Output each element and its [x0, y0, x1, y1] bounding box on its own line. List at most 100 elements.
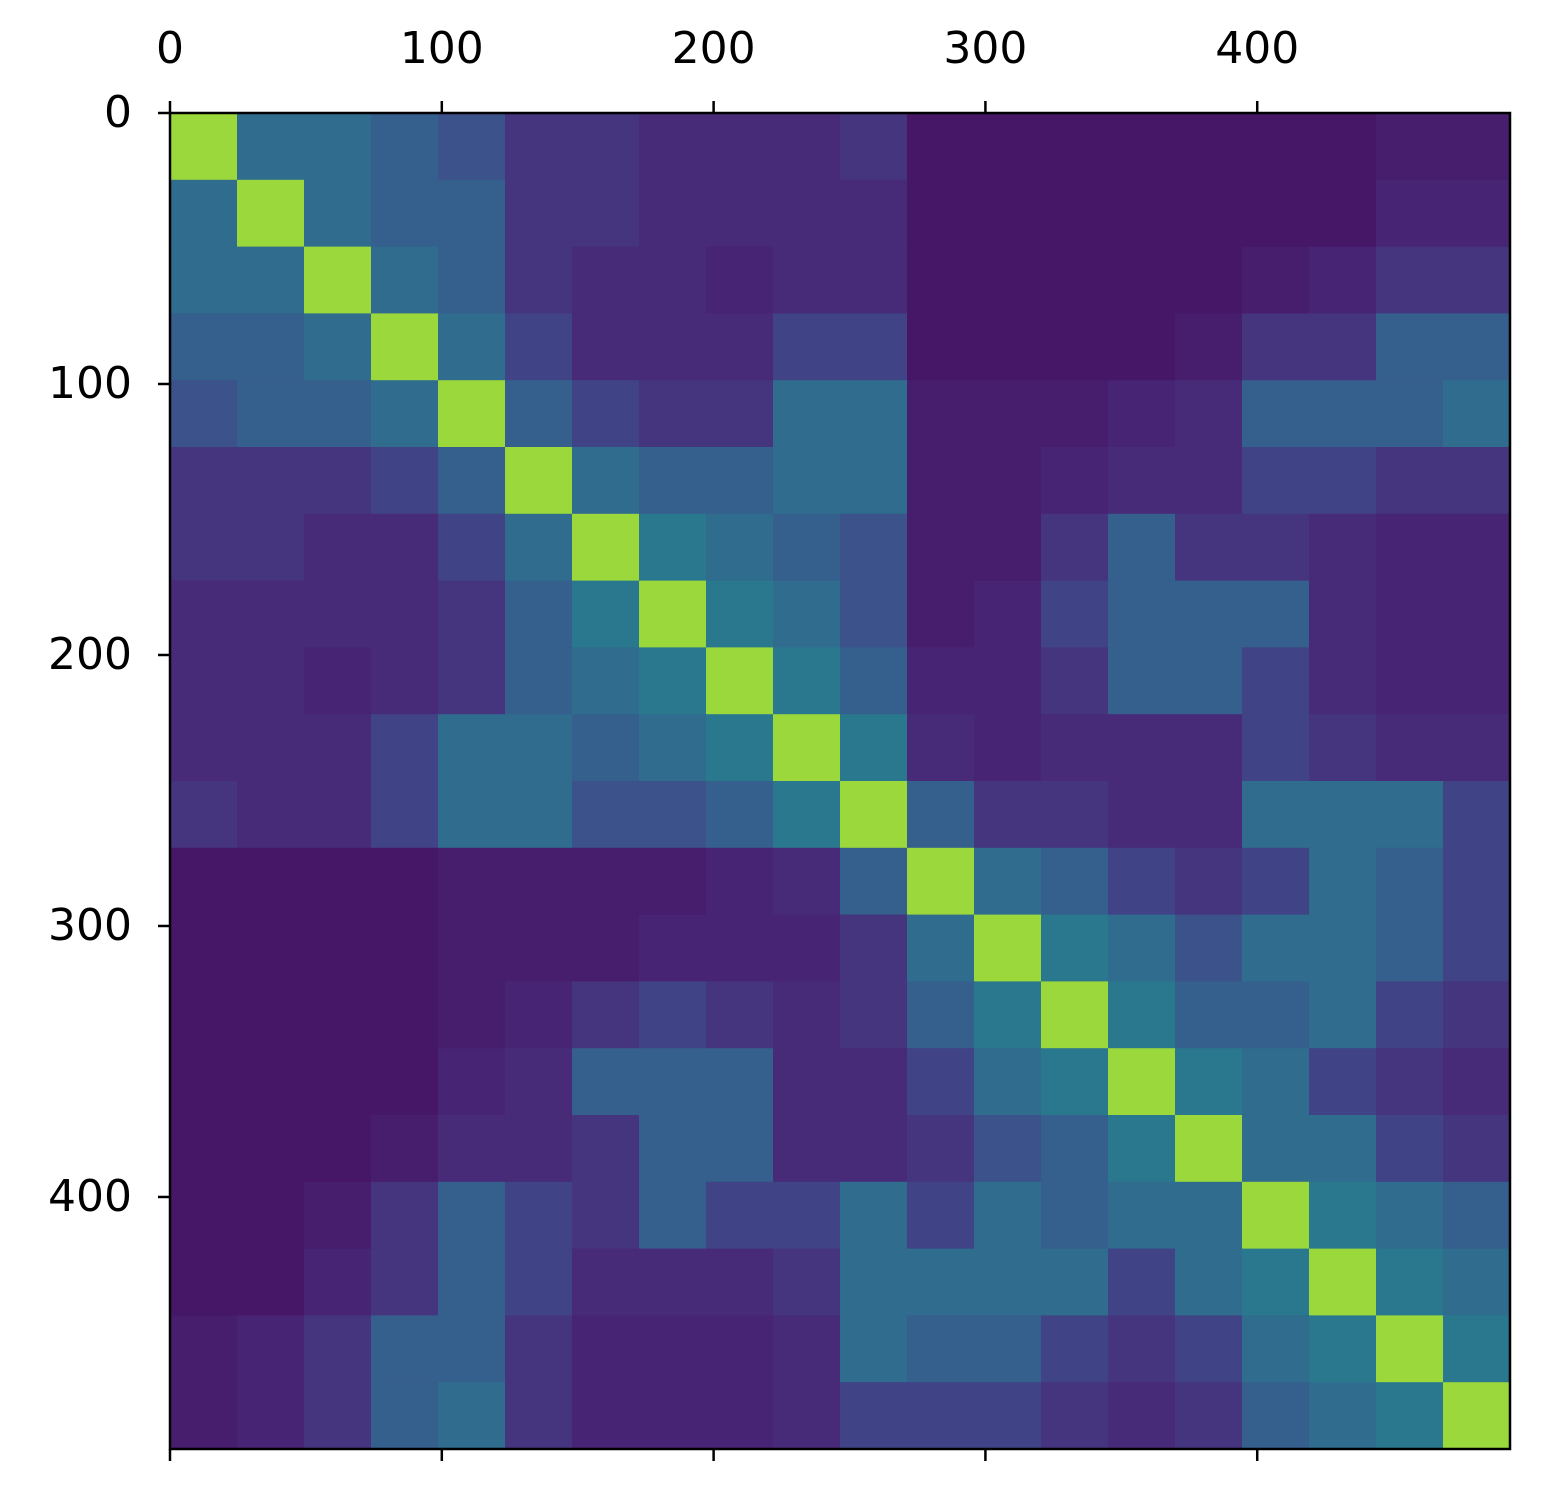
heatmap-cell	[639, 1315, 707, 1383]
heatmap-cell	[1443, 113, 1511, 181]
heatmap-cell	[304, 914, 372, 982]
heatmap-cell	[1041, 714, 1109, 782]
heatmap-cell	[639, 313, 707, 381]
heatmap-cell	[840, 113, 908, 181]
heatmap-cell	[974, 513, 1042, 582]
heatmap-cell	[907, 580, 975, 648]
heatmap-cell	[371, 380, 439, 448]
heatmap-cell	[1041, 246, 1109, 314]
heatmap-cell	[170, 113, 238, 181]
heatmap-cell	[505, 847, 573, 916]
heatmap-cell	[706, 1382, 774, 1450]
heatmap-cell	[1376, 513, 1444, 582]
heatmap-cell	[840, 1115, 908, 1183]
heatmap-cell	[974, 580, 1042, 648]
heatmap-cell	[237, 714, 305, 782]
heatmap-cell	[1443, 580, 1511, 648]
heatmap-cell	[1041, 1382, 1109, 1450]
heatmap-cell	[974, 1248, 1042, 1316]
heatmap-cell	[304, 1248, 372, 1316]
heatmap-cell	[974, 1181, 1042, 1250]
heatmap-cell	[170, 781, 238, 849]
heatmap-cell	[572, 1048, 640, 1116]
heatmap-cell	[1309, 1048, 1377, 1116]
heatmap-cell	[572, 313, 640, 381]
heatmap-cell	[773, 1048, 841, 1116]
heatmap-cell	[1242, 714, 1310, 782]
heatmap-cell	[1108, 847, 1176, 916]
heatmap-cell	[1242, 447, 1310, 515]
heatmap-cell	[438, 914, 506, 982]
heatmap-cell	[505, 781, 573, 849]
heatmap-cell	[170, 246, 238, 314]
heatmap-cell	[907, 1382, 975, 1450]
heatmap-cell	[1309, 313, 1377, 381]
heatmap-cell	[438, 714, 506, 782]
heatmap-cell	[1041, 914, 1109, 982]
heatmap-cell	[1309, 781, 1377, 849]
heatmap-cell	[237, 847, 305, 916]
heatmap-cell	[371, 981, 439, 1049]
heatmap-cell	[840, 380, 908, 448]
heatmap-cell	[639, 714, 707, 782]
heatmap-cell	[1242, 981, 1310, 1049]
heatmap-cell	[1242, 1382, 1310, 1450]
heatmap-cell	[505, 981, 573, 1049]
heatmap-cell	[1242, 647, 1310, 715]
heatmap-cell	[237, 113, 305, 181]
heatmap-cell	[974, 1048, 1042, 1116]
heatmap-cell	[773, 246, 841, 314]
heatmap-cell	[371, 1382, 439, 1450]
heatmap-cell	[572, 447, 640, 515]
heatmap-cell	[170, 580, 238, 648]
heatmap-cell	[1108, 380, 1176, 448]
heatmap-cell	[773, 1315, 841, 1383]
heatmap-cell	[371, 647, 439, 715]
heatmap-cell	[438, 447, 506, 515]
heatmap-cell	[1242, 914, 1310, 982]
heatmap-cell	[840, 513, 908, 582]
heatmap-cell	[304, 714, 372, 782]
heatmap-cell	[1309, 179, 1377, 248]
heatmap-cell	[840, 981, 908, 1049]
y-tick-label: 100	[48, 358, 132, 409]
heatmap-cell	[1376, 113, 1444, 181]
heatmap-cell	[572, 847, 640, 916]
heatmap-cell	[706, 313, 774, 381]
heatmap-cell	[505, 1382, 573, 1450]
heatmap-cell	[773, 781, 841, 849]
heatmap-cell	[773, 981, 841, 1049]
heatmap-cell	[1309, 1248, 1377, 1316]
heatmap-cell	[840, 914, 908, 982]
heatmap-cell	[1108, 513, 1176, 582]
heatmap-cell	[706, 1315, 774, 1383]
heatmap-cell	[1108, 1115, 1176, 1183]
heatmap-cell	[907, 113, 975, 181]
heatmap-cell	[974, 447, 1042, 515]
heatmap-cell	[1309, 113, 1377, 181]
heatmap-cell	[1175, 113, 1243, 181]
heatmap-cell	[840, 447, 908, 515]
heatmap-cell	[438, 1382, 506, 1450]
heatmap-cell	[1108, 1048, 1176, 1116]
heatmap-cell	[706, 1248, 774, 1316]
heatmap-cell	[773, 914, 841, 982]
heatmap-cell	[304, 179, 372, 248]
heatmap-cell	[1309, 580, 1377, 648]
heatmap-cell	[1041, 580, 1109, 648]
heatmap-cell	[840, 1315, 908, 1383]
heatmap-cell	[639, 380, 707, 448]
heatmap-cell	[170, 513, 238, 582]
heatmap-cell	[1242, 580, 1310, 648]
heatmap-cell	[1175, 981, 1243, 1049]
heatmap-cell	[1242, 1181, 1310, 1250]
heatmap-cell	[1443, 1248, 1511, 1316]
heatmap-cell	[572, 513, 640, 582]
heatmap-cell	[1041, 1115, 1109, 1183]
heatmap-cell	[1041, 447, 1109, 515]
heatmap-cell	[371, 179, 439, 248]
heatmap-cell	[1041, 981, 1109, 1049]
heatmap-cell	[840, 580, 908, 648]
heatmap-cell	[1376, 714, 1444, 782]
